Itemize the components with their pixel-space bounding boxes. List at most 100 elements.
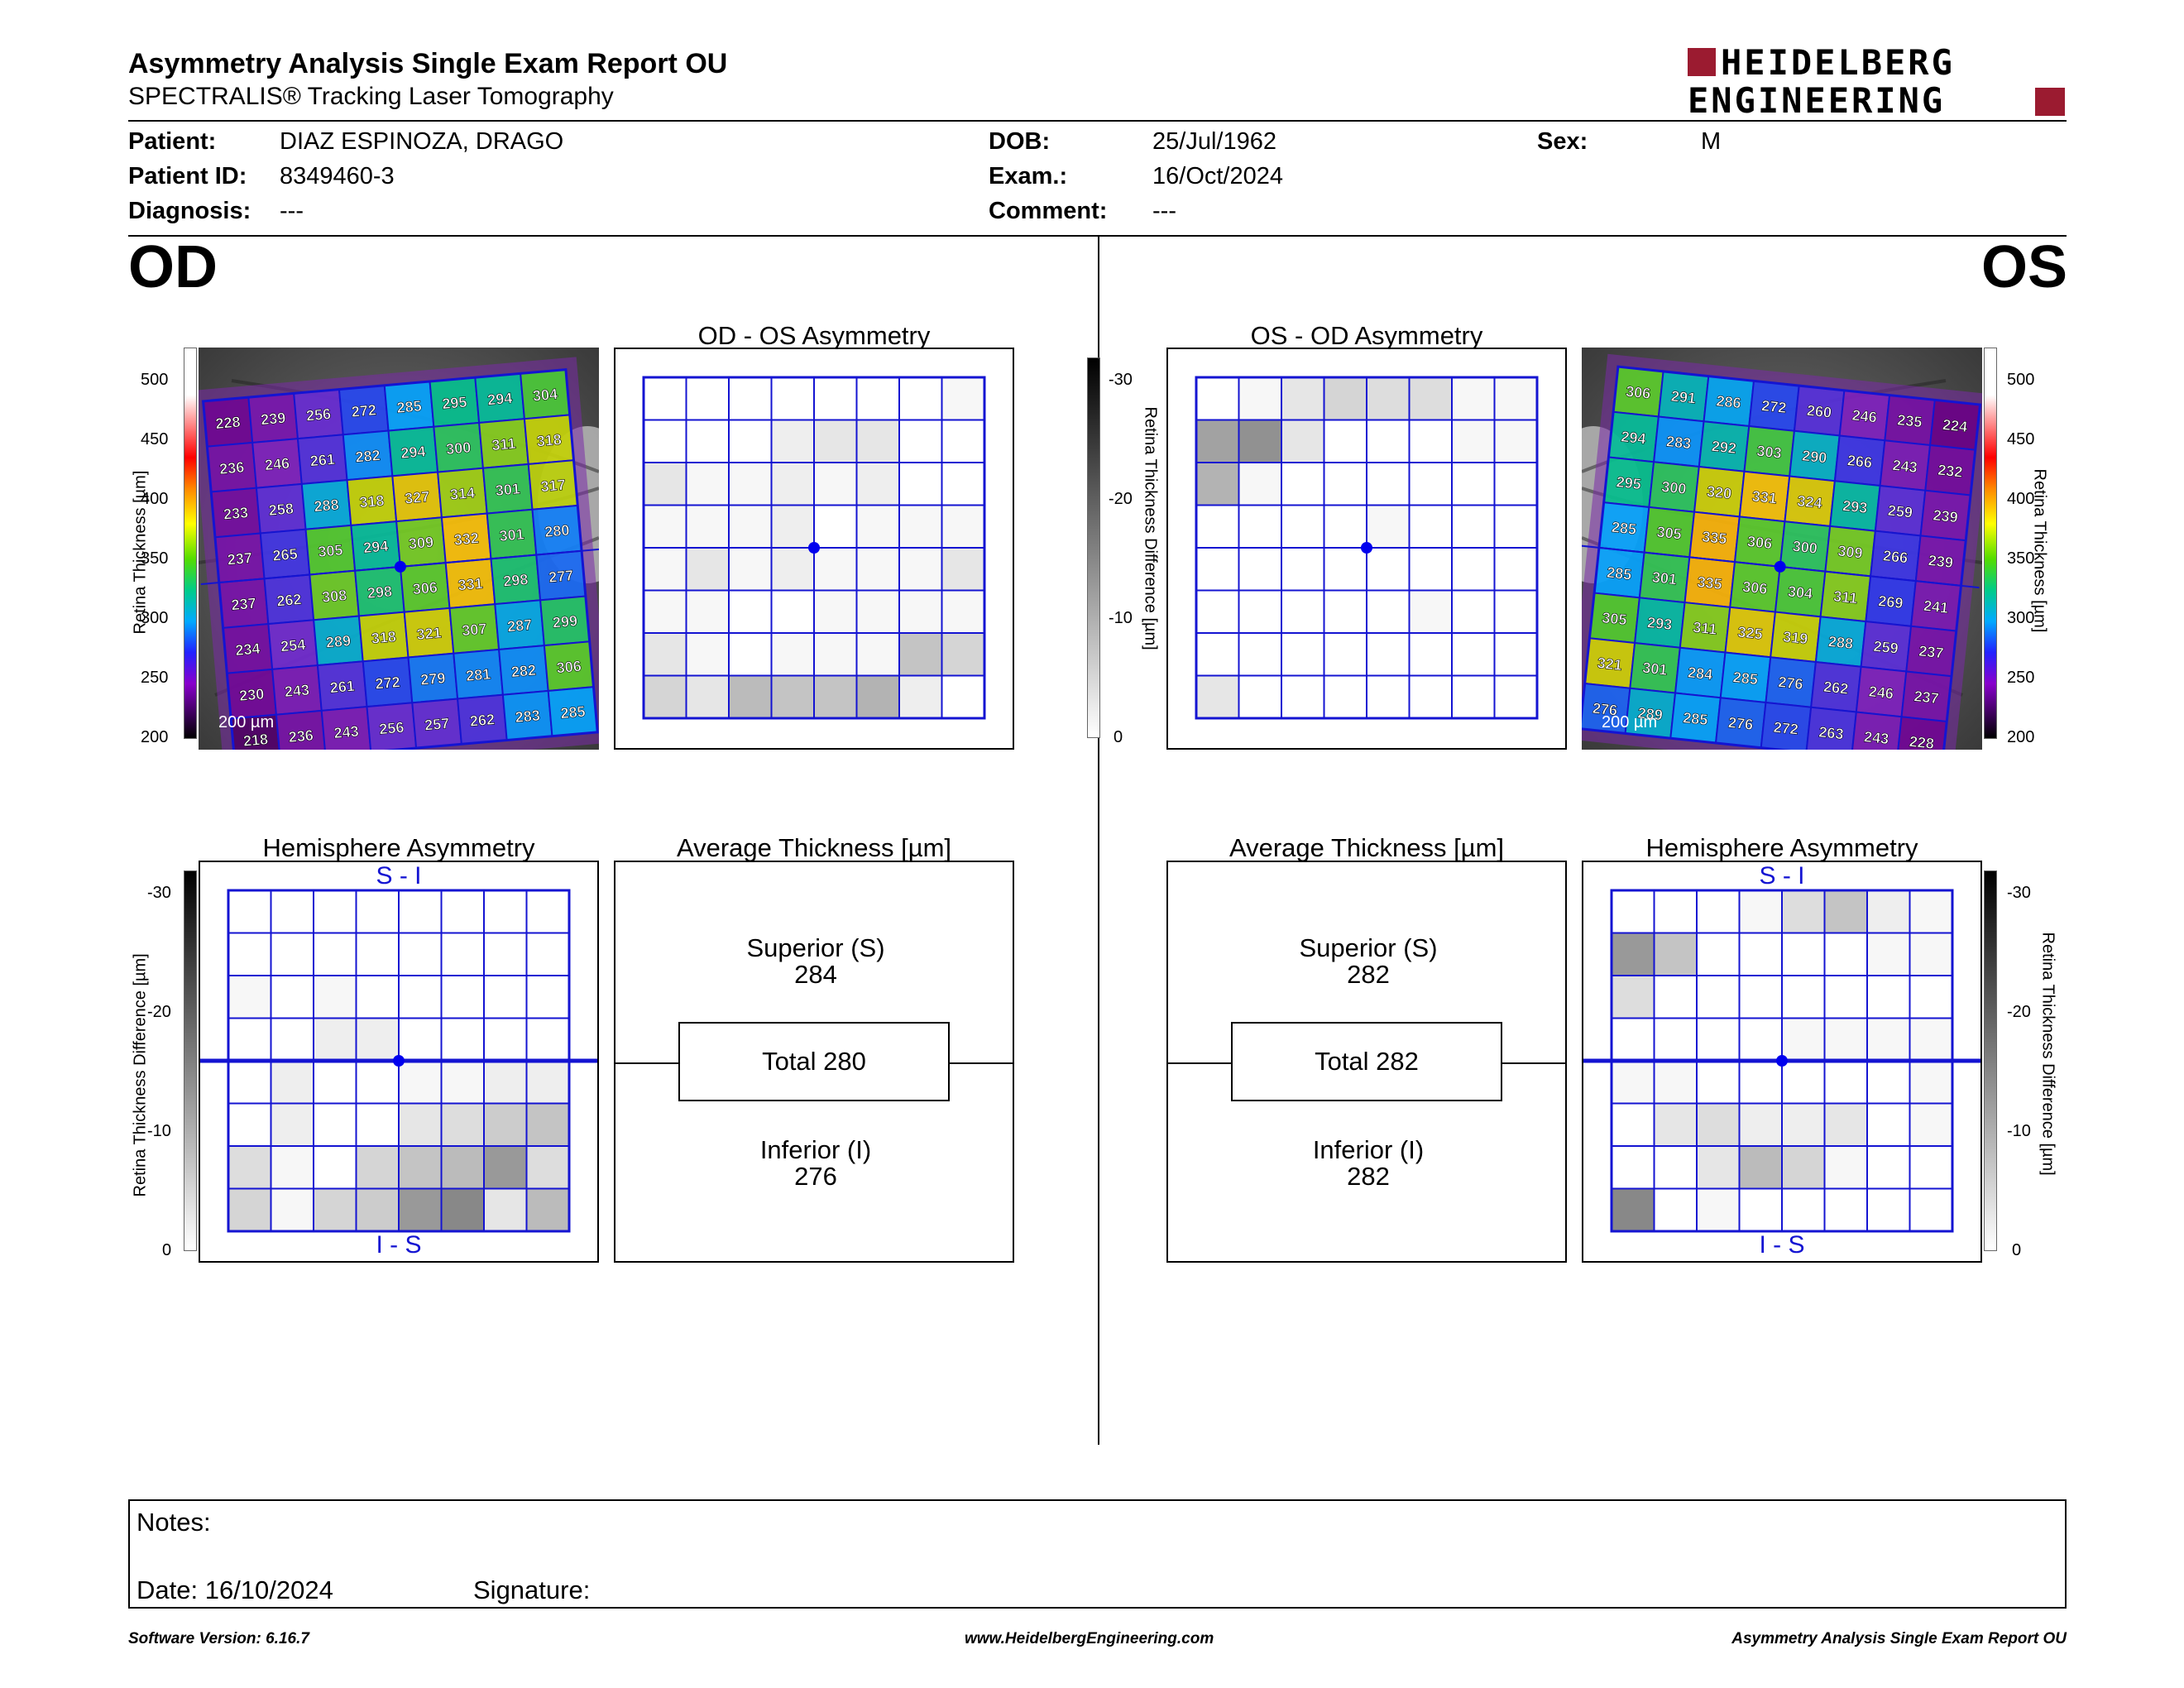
od-asym-cell	[770, 674, 815, 719]
os-thickness-value: 243	[1863, 728, 1889, 747]
os-thickness-value: 320	[1706, 483, 1732, 502]
od-hemi-cell	[483, 1102, 528, 1147]
os-thickness-value: 300	[1660, 478, 1687, 497]
od-thickness-value: 318	[359, 492, 386, 511]
os-avg-title: Average Thickness [µm]	[1228, 833, 1505, 862]
comment-label: Comment:	[989, 198, 1108, 224]
os-asym-cell	[1451, 376, 1496, 421]
od-hemi-cell	[483, 890, 528, 934]
od-hemi-cell	[228, 1060, 272, 1105]
os-hemi-cell	[1611, 1060, 1655, 1105]
os-hemi-cell	[1696, 932, 1741, 976]
os-asym-cell	[1281, 547, 1325, 592]
od-thickness-value: 254	[280, 636, 306, 655]
od-thickness-value: 236	[288, 727, 314, 746]
od-thickness-value: 243	[284, 682, 310, 701]
os-thickness-value: 289	[1637, 704, 1664, 723]
od-thickness-value: 318	[371, 628, 397, 647]
od-hemi-cell	[313, 1017, 357, 1062]
os-thickness-value: 237	[1913, 688, 1940, 707]
od-asym-cell	[728, 376, 773, 421]
od-superior-label: Superior (S)	[746, 933, 885, 962]
os-superior-value: 282	[1347, 960, 1390, 989]
os-hemi-cell	[1909, 932, 1953, 976]
od-hemi-cell	[398, 1060, 443, 1105]
os-thickness-value: 243	[1892, 457, 1918, 476]
os-si-label: S - I	[1759, 862, 1805, 890]
os-hemi-cell	[1611, 1187, 1655, 1232]
od-asym-cell	[728, 504, 773, 549]
od-thickness-value: 280	[544, 521, 571, 540]
os-asym-cell	[1281, 589, 1325, 634]
od-thickness-value: 321	[416, 624, 443, 643]
od-thickness-value: 285	[560, 703, 587, 722]
os-hemi-cell	[1823, 1060, 1868, 1105]
os-thickness-value: 285	[1606, 564, 1632, 583]
od-thickness-value: 294	[400, 443, 427, 462]
os-thickness-value: 325	[1737, 624, 1764, 643]
os-thickness-value: 324	[1797, 492, 1823, 511]
od-thickness-value: 314	[449, 484, 476, 503]
os-thickness-value: 239	[1928, 552, 1954, 571]
od-thickness-value: 294	[362, 538, 389, 557]
os-asym-cell	[1366, 419, 1410, 463]
os-thickness-value: 303	[1756, 443, 1783, 462]
os-thickness-value: 269	[1877, 592, 1904, 611]
logo-text-2: ENGINEERING	[1688, 80, 1945, 119]
od-thickness-value: 317	[540, 477, 567, 496]
os-hemi-cell	[1781, 1187, 1826, 1232]
od-asym-cell	[898, 589, 943, 634]
od-hemi-cell	[270, 1187, 314, 1232]
os-asym-cell	[1493, 419, 1538, 463]
od-hemi-cell	[440, 932, 485, 976]
od-thickness-value: 233	[223, 504, 249, 523]
os-thickness-value: 304	[1787, 583, 1813, 602]
os-hemi-cell	[1738, 932, 1783, 976]
od-hemi-cell	[440, 1145, 485, 1190]
od-hemi-diff-scale: -30 -20 -10 0	[141, 870, 199, 1259]
os-asym-cell	[1323, 504, 1367, 549]
od-asym-cell	[770, 632, 815, 677]
od-asym-cell	[728, 674, 773, 719]
od-thickness-value: 281	[465, 665, 491, 684]
od-thickness-value: 304	[532, 386, 558, 405]
os-asym-cell	[1195, 589, 1240, 634]
os-hemi-cell	[1823, 932, 1868, 976]
footer-website[interactable]: www.HeidelbergEngineering.com	[965, 1630, 1214, 1647]
os-thickness-value: 293	[1842, 497, 1868, 516]
od-asym-cell	[855, 674, 900, 719]
od-asym-cell	[685, 674, 730, 719]
os-inferior-value: 282	[1347, 1162, 1390, 1191]
os-thickness-value: 286	[1716, 392, 1742, 411]
os-asym-cell	[1238, 419, 1282, 463]
os-asym-cell	[1238, 674, 1282, 719]
od-hemi-cell	[483, 1060, 528, 1105]
od-asym-cell	[728, 419, 773, 463]
os-thickness-value: 262	[1822, 679, 1849, 698]
os-hemi-cell	[1738, 1102, 1783, 1147]
od-hemi-cell	[313, 1060, 357, 1105]
od-hemi-axis-title: Retina Thickness Difference [µm]	[131, 953, 150, 1197]
os-thickness-value: 319	[1782, 628, 1808, 647]
od-asym-cell	[898, 674, 943, 719]
os-hemi-cell	[1653, 975, 1698, 1019]
od-hemi-cell	[398, 890, 443, 934]
os-thickness-value: 246	[1868, 683, 1894, 702]
od-hemi-cell	[270, 1017, 314, 1062]
od-thickness-value: 234	[235, 640, 261, 659]
od-thickness-value: 246	[264, 455, 290, 474]
diff-tick-20: -20	[1109, 490, 1133, 508]
os-is-label: I - S	[1759, 1231, 1805, 1259]
os-asym-cell	[1195, 376, 1240, 421]
os-hemi-cell	[1823, 1017, 1868, 1062]
od-asym-cell	[728, 462, 773, 506]
od-hemi-tick-0: 0	[162, 1241, 172, 1259]
od-thickness-scale: 500 450 400 350 300 250 200	[132, 348, 199, 746]
os-asym-cell	[1323, 674, 1367, 719]
od-thickness-value: 301	[499, 525, 525, 544]
od-thickness-value: 301	[495, 480, 521, 499]
notes-box[interactable]: Notes: Date: 16/10/2024 Signature:	[128, 1499, 2067, 1609]
os-asym-cell	[1408, 419, 1453, 463]
os-thickness-value: 300	[1792, 538, 1818, 557]
patient-name-label: Patient:	[128, 128, 217, 155]
